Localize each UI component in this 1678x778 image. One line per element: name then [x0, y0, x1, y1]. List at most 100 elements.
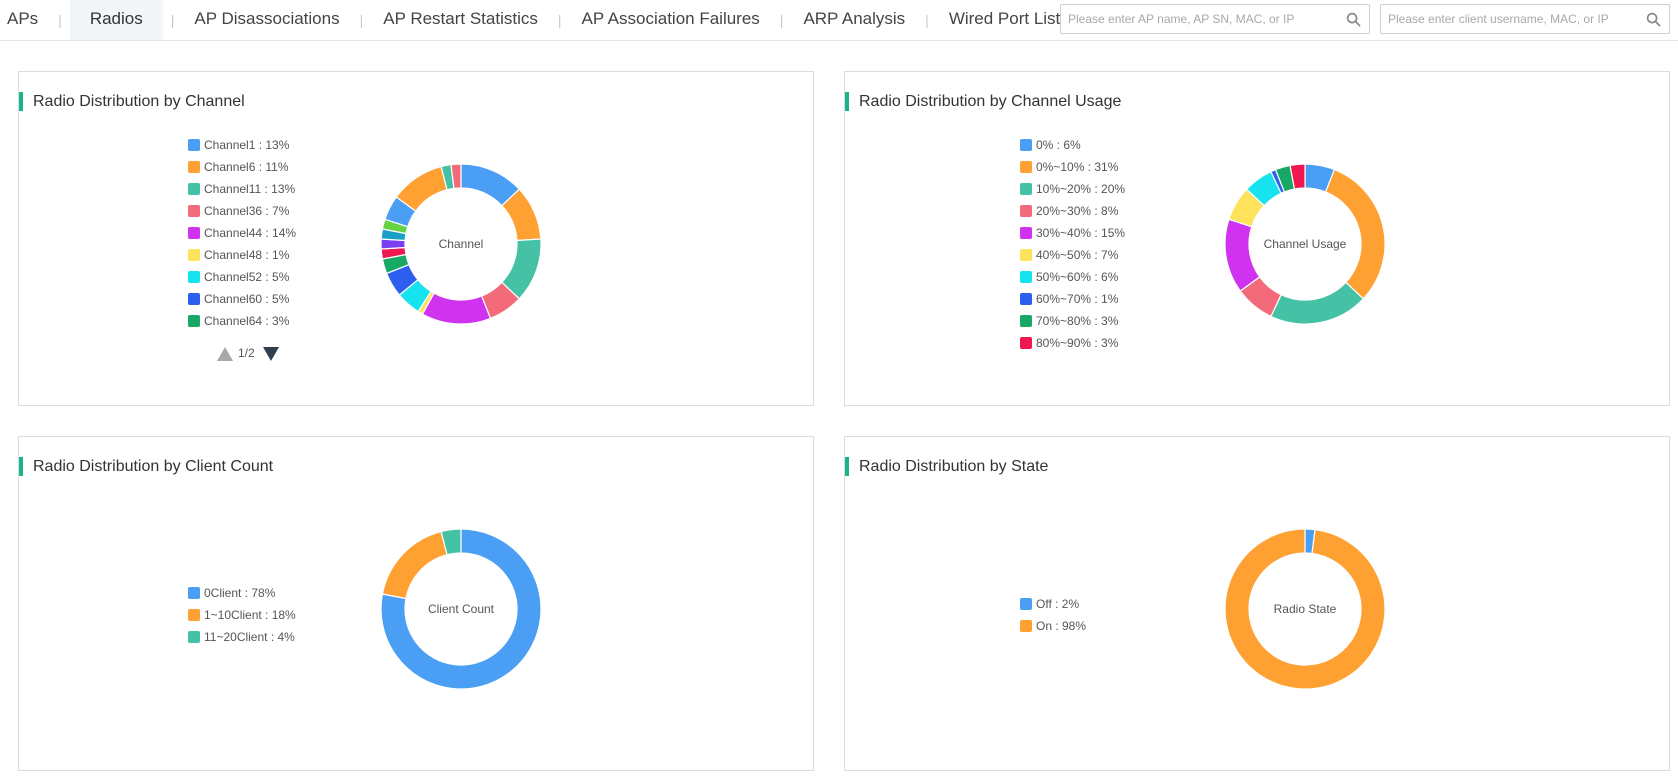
legend-swatch [188, 161, 200, 173]
search-icon[interactable] [1646, 12, 1661, 27]
legend-label: 0%~10% : 31% [1036, 160, 1119, 174]
legend-swatch [188, 293, 200, 305]
tab-separator: | [779, 12, 784, 28]
legend-swatch [188, 271, 200, 283]
legend-swatch [1020, 249, 1032, 261]
legend-label: Channel52 : 5% [204, 270, 290, 284]
legend-label: Channel44 : 14% [204, 226, 297, 240]
legend-label: 10%~20% : 20% [1036, 182, 1126, 196]
ap-search-box [1060, 4, 1370, 34]
tab-ap-restart-statistics[interactable]: AP Restart Statistics [383, 9, 538, 28]
donut-center-label: Radio State [1274, 602, 1337, 616]
legend-label: 40%~50% : 7% [1036, 248, 1119, 262]
legend-label: 50%~60% : 6% [1036, 270, 1119, 284]
client-count-legend: 0Client : 78% 1~10Client : 18% 11~20Clie… [188, 585, 388, 655]
legend-label: Channel11 : 13% [204, 182, 296, 196]
client-count-distribution-panel: Radio Distribution by Client Count 0Clie… [18, 436, 814, 771]
state-legend: Off : 2% On : 98% [1020, 596, 1220, 646]
legend-label: 20%~30% : 8% [1036, 204, 1119, 218]
legend-label: 80%~90% : 3% [1036, 336, 1119, 350]
legend-label: On : 98% [1036, 619, 1087, 633]
donut-slice[interactable] [1289, 163, 1306, 190]
client-count-donut-chart: Client Count [380, 528, 542, 690]
tab-separator: | [359, 12, 364, 28]
donut-slice[interactable] [1224, 218, 1261, 292]
legend-swatch [188, 227, 200, 239]
tab-bar: APs | Radios | AP Disassociations | AP R… [0, 0, 1072, 40]
tab-arp-analysis[interactable]: ARP Analysis [803, 9, 906, 28]
legend-swatch [1020, 293, 1032, 305]
panel-title: Radio Distribution by Channel Usage [845, 92, 1121, 111]
panel-title: Radio Distribution by Channel [19, 92, 245, 111]
page-up-icon[interactable] [217, 347, 233, 361]
panel-title: Radio Distribution by Client Count [19, 457, 273, 476]
legend-swatch [188, 139, 200, 151]
legend-label: Channel64 : 3% [204, 314, 290, 328]
legend-swatch [1020, 598, 1032, 610]
legend-swatch [1020, 183, 1032, 195]
legend-label: Off : 2% [1036, 597, 1080, 611]
donut-slice[interactable] [440, 528, 462, 556]
legend-swatch [1020, 227, 1032, 239]
legend-swatch [1020, 337, 1032, 349]
channel-usage-donut-chart: Channel Usage [1224, 163, 1386, 325]
search-icon[interactable] [1346, 12, 1361, 27]
channel-legend: Channel1 : 13% Channel6 : 11% Channel11 … [188, 137, 388, 337]
legend-swatch [1020, 161, 1032, 173]
channel-distribution-panel: Radio Distribution by Channel Channel1 :… [18, 71, 814, 406]
ap-search-input[interactable] [1061, 5, 1369, 33]
legend-label: Channel48 : 1% [204, 248, 290, 262]
channel-usage-legend: 0% : 6% 0%~10% : 31% 10%~20% : 20% 20%~3… [1020, 137, 1220, 357]
page-down-icon[interactable] [263, 347, 279, 361]
legend-swatch [1020, 315, 1032, 327]
client-search-input[interactable] [1381, 5, 1669, 33]
channel-usage-distribution-panel: Radio Distribution by Channel Usage 0% :… [844, 71, 1670, 406]
legend-swatch [188, 315, 200, 327]
legend-swatch [188, 587, 200, 599]
tab-ap-disassociations[interactable]: AP Disassociations [194, 9, 340, 28]
page-indicator: 1/2 [238, 346, 255, 360]
donut-slice[interactable] [1270, 281, 1365, 325]
tab-separator: | [170, 12, 175, 28]
legend-swatch [1020, 205, 1032, 217]
legend-swatch [188, 609, 200, 621]
legend-pager: 1/2 [217, 345, 281, 363]
legend-label: 1~10Client : 18% [204, 608, 296, 622]
tab-separator: | [58, 12, 62, 28]
donut-center-label: Channel [439, 237, 484, 251]
legend-label: 70%~80% : 3% [1036, 314, 1119, 328]
legend-swatch [188, 631, 200, 643]
legend-label: Channel6 : 11% [204, 160, 289, 174]
legend-swatch [1020, 139, 1032, 151]
legend-swatch [188, 205, 200, 217]
tab-aps[interactable]: APs [7, 9, 39, 28]
donut-slice[interactable] [381, 530, 448, 600]
panel-title: Radio Distribution by State [845, 457, 1048, 476]
tab-wired-port-list[interactable]: Wired Port List [948, 9, 1061, 28]
state-donut-chart: Radio State [1224, 528, 1386, 690]
legend-label: Channel60 : 5% [204, 292, 290, 306]
tab-radios[interactable]: Radios [69, 0, 163, 40]
tab-ap-association-failures[interactable]: AP Association Failures [581, 9, 760, 28]
tab-separator: | [557, 12, 562, 28]
legend-label: 60%~70% : 1% [1036, 292, 1119, 306]
donut-center-label: Client Count [428, 602, 495, 616]
legend-label: Channel1 : 13% [204, 138, 290, 152]
donut-center-label: Channel Usage [1264, 237, 1347, 251]
legend-label: 30%~40% : 15% [1036, 226, 1126, 240]
legend-swatch [1020, 620, 1032, 632]
legend-swatch [1020, 271, 1032, 283]
donut-slice[interactable] [1324, 168, 1386, 300]
donut-slice[interactable] [421, 292, 492, 325]
donut-slice[interactable] [380, 528, 542, 690]
state-distribution-panel: Radio Distribution by State Off : 2% On … [844, 436, 1670, 771]
donut-slice[interactable] [1224, 528, 1386, 690]
channel-donut-chart: Channel [380, 163, 542, 325]
legend-swatch [188, 183, 200, 195]
legend-swatch [188, 249, 200, 261]
donut-slice[interactable] [450, 163, 462, 190]
legend-label: Channel36 : 7% [204, 204, 290, 218]
top-navigation-bar: APs | Radios | AP Disassociations | AP R… [0, 0, 1678, 41]
tab-separator: | [925, 12, 929, 28]
legend-label: 0% : 6% [1036, 138, 1081, 152]
